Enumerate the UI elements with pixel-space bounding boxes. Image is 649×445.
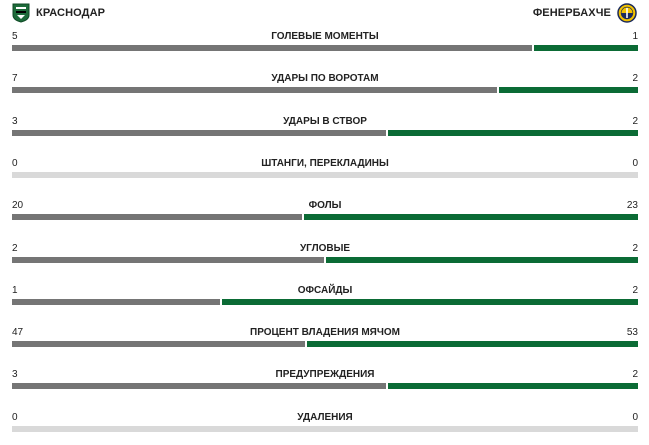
stat-bar [12, 87, 638, 93]
stat-bar [12, 426, 638, 432]
stat-row: 3 ПРЕДУПРЕЖДЕНИЯ 2 [12, 369, 638, 389]
home-bar [12, 87, 497, 93]
stat-bar [12, 130, 638, 136]
bar-divider [302, 214, 304, 220]
stat-label: УДАРЫ ПО ВОРОТАМ [271, 73, 379, 84]
away-value: 53 [626, 327, 638, 338]
stat-line: 20 ФОЛЫ 23 [12, 200, 638, 212]
bar-divider [497, 87, 499, 93]
home-bar [12, 45, 532, 51]
home-value: 5 [12, 31, 18, 42]
home-value: 3 [12, 369, 18, 380]
stat-line: 3 ПРЕДУПРЕЖДЕНИЯ 2 [12, 369, 638, 381]
home-bar [12, 383, 386, 389]
stat-label: УДАЛЕНИЯ [297, 412, 353, 423]
home-value: 3 [12, 116, 18, 127]
away-value: 2 [632, 285, 638, 296]
home-value: 1 [12, 285, 18, 296]
away-bar [388, 383, 638, 389]
away-bar [388, 130, 638, 136]
stat-label: ПРЕДУПРЕЖДЕНИЯ [275, 369, 375, 380]
stat-label: ОФСАЙДЫ [297, 285, 353, 296]
bar-divider [386, 383, 388, 389]
stat-label: ПРОЦЕНТ ВЛАДЕНИЯ МЯЧОМ [250, 327, 400, 338]
stat-label: ГОЛЕВЫЕ МОМЕНТЫ [271, 31, 379, 42]
stat-row: 2 УГЛОВЫЕ 2 [12, 243, 638, 263]
away-value: 0 [632, 158, 638, 169]
home-bar [12, 341, 305, 347]
away-bar [304, 214, 638, 220]
stat-bar [12, 341, 638, 347]
home-bar [12, 257, 324, 263]
away-value: 0 [632, 412, 638, 423]
stat-label: УДАРЫ В СТВОР [283, 116, 367, 127]
bar-divider [532, 45, 534, 51]
stat-row: 0 ШТАНГИ, ПЕРЕКЛАДИНЫ 0 [12, 158, 638, 178]
stat-row: 3 УДАРЫ В СТВОР 2 [12, 116, 638, 136]
away-bar [222, 299, 638, 305]
stat-line: 3 УДАРЫ В СТВОР 2 [12, 116, 638, 128]
stat-row: 1 ОФСАЙДЫ 2 [12, 285, 638, 305]
away-bar [499, 87, 638, 93]
home-bar [12, 214, 302, 220]
bar-divider [324, 257, 326, 263]
krasnodar-crest-icon [12, 3, 30, 23]
fenerbahce-crest-icon [617, 3, 637, 23]
stat-row: 7 УДАРЫ ПО ВОРОТАМ 2 [12, 73, 638, 93]
stat-line: 5 ГОЛЕВЫЕ МОМЕНТЫ 1 [12, 31, 638, 43]
stat-bar [12, 172, 638, 178]
away-value: 1 [632, 31, 638, 42]
home-team-name: КРАСНОДАР [36, 7, 106, 19]
home-value: 0 [12, 412, 18, 423]
home-value: 7 [12, 73, 18, 84]
away-value: 2 [632, 243, 638, 254]
stat-bar [12, 299, 638, 305]
bar-divider [220, 299, 222, 305]
stat-line: 2 УГЛОВЫЕ 2 [12, 243, 638, 255]
stat-row: 5 ГОЛЕВЫЕ МОМЕНТЫ 1 [12, 31, 638, 51]
home-value: 2 [12, 243, 18, 254]
bar-divider [386, 130, 388, 136]
home-bar [12, 299, 220, 305]
home-value: 0 [12, 158, 18, 169]
home-value: 20 [12, 200, 24, 211]
stat-row: 20 ФОЛЫ 23 [12, 200, 638, 220]
stat-bar [12, 45, 638, 51]
stat-row: 0 УДАЛЕНИЯ 0 [12, 412, 638, 432]
stat-row: 47 ПРОЦЕНТ ВЛАДЕНИЯ МЯЧОМ 53 [12, 327, 638, 347]
bar-divider [305, 341, 307, 347]
stat-line: 7 УДАРЫ ПО ВОРОТАМ 2 [12, 73, 638, 85]
stat-bar-empty [12, 426, 638, 432]
stat-line: 0 УДАЛЕНИЯ 0 [12, 412, 638, 424]
away-value: 2 [632, 73, 638, 84]
stat-bar-empty [12, 172, 638, 178]
stat-line: 47 ПРОЦЕНТ ВЛАДЕНИЯ МЯЧОМ 53 [12, 327, 638, 339]
home-bar [12, 130, 386, 136]
away-team-name: ФЕНЕРБАХЧЕ [532, 7, 611, 19]
away-bar [534, 45, 638, 51]
away-value: 2 [632, 369, 638, 380]
away-bar [307, 341, 638, 347]
stat-bar [12, 257, 638, 263]
away-bar [326, 257, 638, 263]
home-team[interactable]: КРАСНОДАР [12, 3, 105, 23]
stat-label: ФОЛЫ [308, 200, 342, 211]
stat-label: УГЛОВЫЕ [299, 243, 351, 254]
match-header: КРАСНОДАР ФЕНЕРБАХЧЕ [0, 0, 649, 26]
away-value: 2 [632, 116, 638, 127]
away-value: 23 [626, 200, 638, 211]
stat-line: 0 ШТАНГИ, ПЕРЕКЛАДИНЫ 0 [12, 158, 638, 170]
stat-bar [12, 214, 638, 220]
away-team[interactable]: ФЕНЕРБАХЧЕ [533, 3, 637, 23]
stat-label: ШТАНГИ, ПЕРЕКЛАДИНЫ [261, 158, 389, 169]
home-value: 47 [12, 327, 24, 338]
stat-line: 1 ОФСАЙДЫ 2 [12, 285, 638, 297]
stat-bar [12, 383, 638, 389]
